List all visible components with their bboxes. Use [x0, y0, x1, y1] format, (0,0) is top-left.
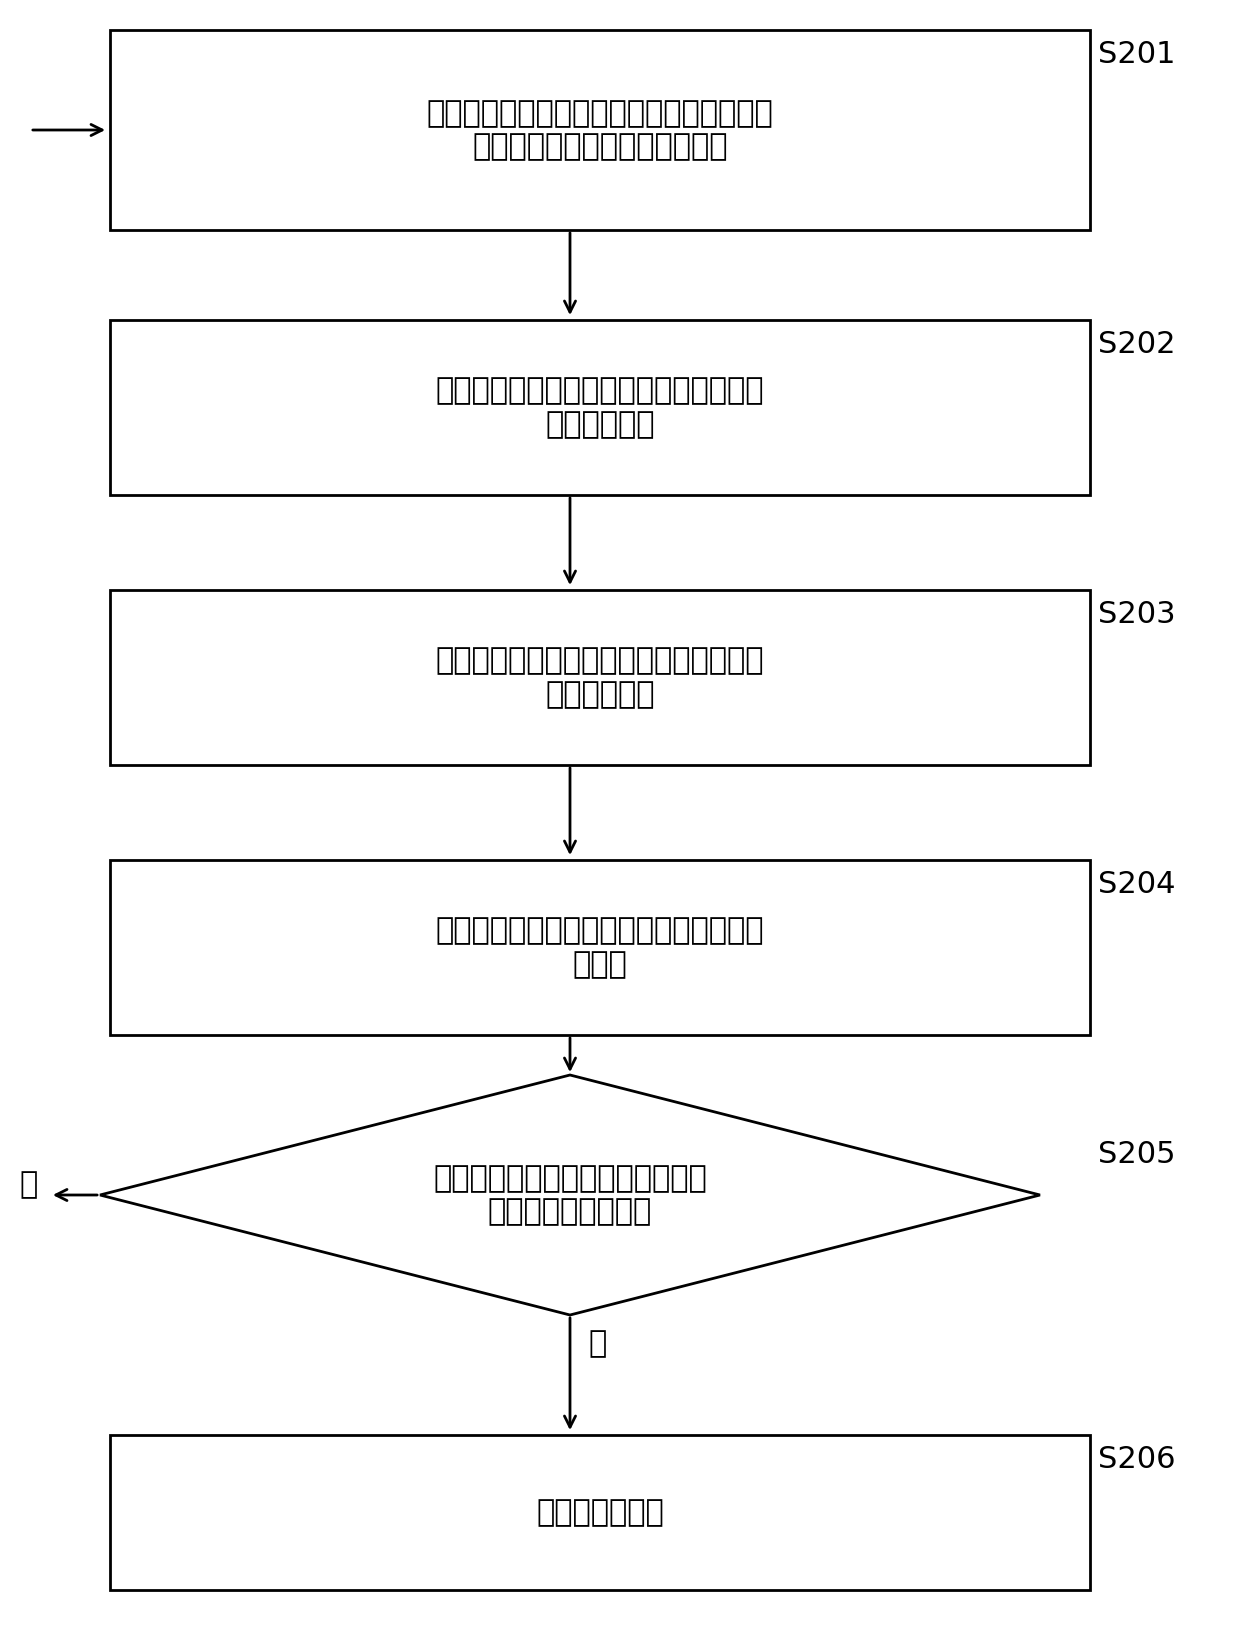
Text: 累计获得所述多个触控操作的触控轨迹长
度之和: 累计获得所述多个触控操作的触控轨迹长 度之和	[435, 917, 764, 978]
Bar	[110, 321, 1090, 495]
Text: S205: S205	[1097, 1140, 1176, 1169]
Bar	[110, 860, 1090, 1035]
Bar	[110, 1434, 1090, 1591]
Text: S201: S201	[1097, 41, 1176, 68]
Text: 判断所述触控轨迹长度之和是否大
于等于第一预设阈值: 判断所述触控轨迹长度之和是否大 于等于第一预设阈值	[433, 1164, 707, 1226]
Text: S202: S202	[1097, 330, 1176, 360]
Polygon shape	[100, 1074, 1040, 1315]
Text: 否: 否	[20, 1171, 38, 1200]
Text: 对用户进行提示: 对用户进行提示	[536, 1498, 663, 1527]
Text: 根据每个路径的长度，获得该触控操作的
触控轨迹长度: 根据每个路径的长度，获得该触控操作的 触控轨迹长度	[435, 646, 764, 708]
Text: S206: S206	[1097, 1446, 1176, 1473]
Text: 针对获取的每个触控操作，将所述触控操作
的触控轨迹划分为至少一个路径: 针对获取的每个触控操作，将所述触控操作 的触控轨迹划分为至少一个路径	[427, 99, 774, 161]
Text: S203: S203	[1097, 601, 1176, 628]
Text: 根据每个路径的起始位置终点位置，获得
该路径的长度: 根据每个路径的起始位置终点位置，获得 该路径的长度	[435, 376, 764, 440]
Bar	[110, 589, 1090, 765]
Bar	[110, 29, 1090, 230]
Text: 是: 是	[588, 1330, 606, 1358]
Text: S204: S204	[1097, 869, 1176, 899]
